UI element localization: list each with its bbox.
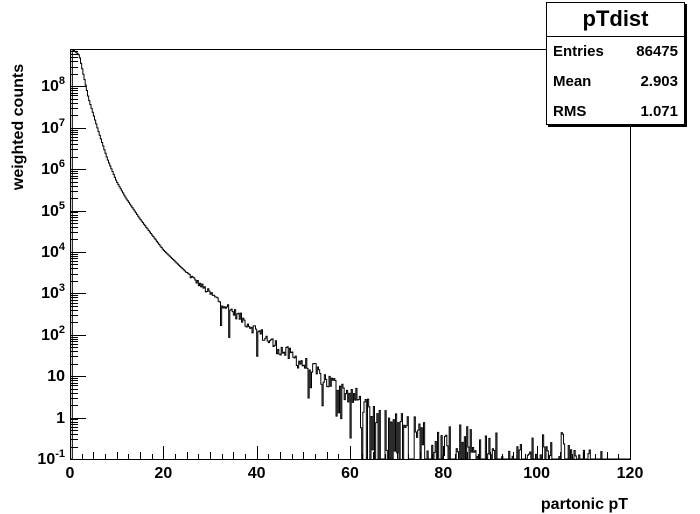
histogram-line: [70, 49, 630, 460]
x-tick-label: 0: [65, 465, 75, 482]
y-tick-label: 107: [41, 116, 65, 137]
stats-key: Entries: [553, 43, 604, 60]
x-tick-label: 100: [523, 465, 550, 482]
x-tick-label: 20: [154, 465, 173, 482]
stats-value: 86475: [636, 43, 678, 60]
y-tick-label: 103: [41, 282, 65, 303]
x-tick-label: 80: [434, 465, 453, 482]
y-axis-label: weighted counts: [10, 63, 27, 191]
stats-value: 1.071: [640, 103, 678, 120]
stats-key: Mean: [553, 73, 592, 90]
stats-row-rms: RMS 1.071: [553, 97, 678, 127]
y-tick-label: 105: [41, 199, 65, 220]
y-tick-label: 102: [41, 323, 65, 344]
y-tick-label: 104: [41, 240, 65, 261]
y-tick-label: 108: [41, 75, 65, 96]
y-tick-label: 1: [56, 409, 65, 427]
x-tick-label: 60: [341, 465, 359, 482]
y-tick-label: 10-1: [37, 448, 65, 468]
stats-box: pTdist Entries 86475 Mean 2.903 RMS 1.07…: [546, 2, 685, 125]
y-tick-label: 106: [41, 158, 65, 179]
stats-key: RMS: [553, 103, 587, 120]
stats-row-entries: Entries 86475: [553, 37, 678, 67]
axis-ticks: [70, 51, 631, 460]
x-axis-label: partonic pT: [540, 496, 628, 513]
y-tick-label: 10: [47, 368, 65, 386]
stats-value: 2.903: [640, 73, 678, 90]
x-tick-label: 120: [616, 465, 644, 482]
stats-title: pTdist: [547, 3, 684, 37]
x-tick-label: 40: [247, 465, 266, 482]
stats-row-mean: Mean 2.903: [553, 67, 678, 97]
